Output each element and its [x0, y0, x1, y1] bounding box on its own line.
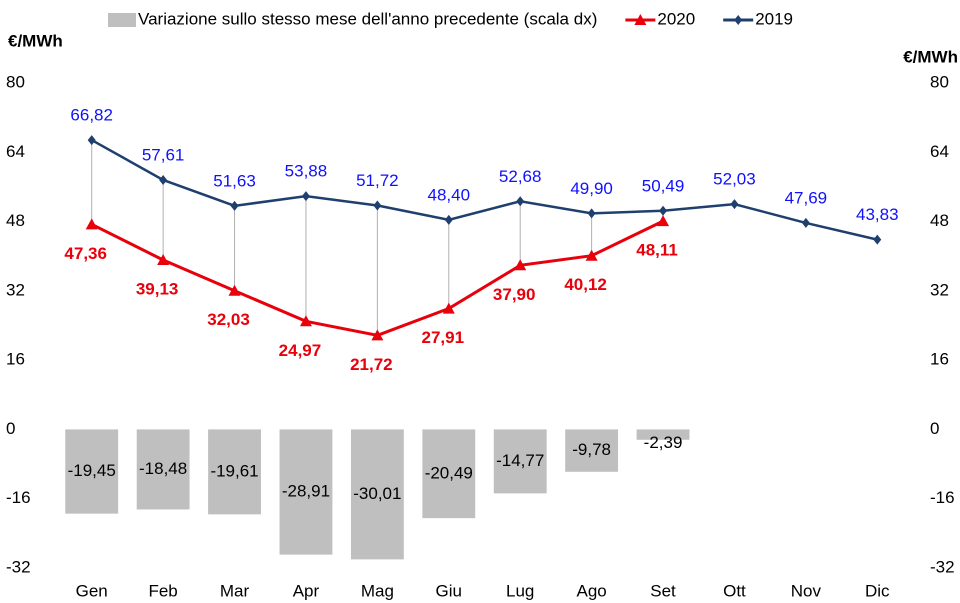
legend-label: Variazione sullo stesso mese dell'anno p… — [138, 9, 597, 28]
point-value-label: 52,68 — [499, 167, 542, 186]
point-value-label: 51,63 — [213, 171, 256, 190]
marker — [514, 259, 527, 271]
marker — [299, 315, 312, 327]
marker — [585, 249, 598, 261]
y-tick-label: 64 — [6, 142, 25, 161]
bar-value-label: -30,01 — [353, 484, 401, 503]
y-tick-label: 80 — [6, 72, 25, 91]
bar-value-label: -20,49 — [425, 463, 473, 482]
marker — [87, 135, 96, 146]
x-tick-label: Ott — [723, 581, 746, 600]
marker — [159, 174, 168, 185]
y2-tick-label: 16 — [930, 350, 949, 369]
marker — [230, 200, 239, 211]
x-tick-label: Dic — [865, 581, 890, 600]
bar — [208, 429, 261, 515]
x-tick-label: Mag — [361, 581, 394, 600]
x-tick-label: Ago — [577, 581, 607, 600]
marker — [301, 191, 310, 202]
y-tick-label: 16 — [6, 350, 25, 369]
y2-tick-label: 48 — [930, 211, 949, 230]
marker — [444, 214, 453, 225]
y-tick-label: -16 — [6, 488, 31, 507]
x-tick-label: Giu — [436, 581, 462, 600]
x-tick-label: Mar — [220, 581, 250, 600]
marker — [587, 208, 596, 219]
bar — [65, 429, 119, 514]
bar — [422, 429, 476, 519]
bar — [279, 429, 333, 555]
point-value-label: 21,72 — [350, 355, 393, 374]
bar — [493, 429, 547, 494]
x-tick-label: Apr — [293, 581, 320, 600]
y2-tick-label: 64 — [930, 142, 949, 161]
legend-swatch — [108, 13, 136, 27]
point-value-label: 57,61 — [142, 145, 185, 164]
point-value-label: 32,03 — [207, 310, 250, 329]
point-value-label: 53,88 — [285, 162, 328, 181]
bar-value-label: -9,78 — [572, 440, 611, 459]
marker — [516, 196, 525, 207]
bar — [565, 429, 619, 472]
point-value-label: 40,12 — [564, 275, 607, 294]
marker — [371, 329, 384, 341]
point-value-label: 37,90 — [493, 285, 536, 304]
point-value-label: 51,72 — [356, 171, 399, 190]
x-tick-label: Feb — [148, 581, 177, 600]
point-value-label: 47,69 — [785, 188, 828, 207]
y2-tick-label: -32 — [930, 557, 955, 576]
x-tick-label: Lug — [506, 581, 534, 600]
bar — [350, 429, 404, 560]
marker — [442, 302, 455, 314]
point-value-label: 48,40 — [428, 185, 471, 204]
marker — [373, 200, 382, 211]
point-value-label: 49,90 — [570, 179, 613, 198]
bar-value-label: -19,45 — [68, 461, 116, 480]
marker — [730, 199, 739, 210]
marker — [85, 218, 98, 230]
point-value-label: 52,03 — [713, 170, 756, 189]
bar — [636, 429, 690, 440]
point-value-label: 43,83 — [856, 205, 899, 224]
point-value-label: 39,13 — [136, 279, 179, 298]
bar-value-label: -18,48 — [139, 459, 187, 478]
legend-label: 2019 — [755, 9, 793, 28]
marker — [228, 284, 241, 296]
y-tick-label: 48 — [6, 211, 25, 230]
bar-value-label: -14,77 — [496, 451, 544, 470]
marker — [659, 205, 668, 216]
y2-axis-title: €/MWh — [903, 47, 958, 66]
y2-tick-label: 32 — [930, 280, 949, 299]
line — [91, 138, 878, 241]
point-value-label: 24,97 — [279, 341, 322, 360]
point-value-label: 47,36 — [64, 244, 107, 263]
point-value-label: 27,91 — [422, 328, 465, 347]
legend-label: 2020 — [657, 9, 695, 28]
bar — [136, 429, 190, 510]
y-tick-label: 0 — [6, 419, 15, 438]
point-value-label: 66,82 — [70, 106, 113, 125]
x-tick-label: Nov — [791, 581, 822, 600]
marker — [157, 253, 170, 265]
y2-tick-label: -16 — [930, 488, 955, 507]
point-value-label: 48,11 — [636, 241, 678, 260]
legend-marker — [634, 14, 647, 25]
y2-tick-label: 80 — [930, 72, 949, 91]
marker — [873, 234, 882, 245]
y2-tick-label: 0 — [930, 419, 939, 438]
point-value-label: 50,49 — [642, 176, 685, 195]
x-tick-label: Gen — [76, 581, 108, 600]
bar-value-label: -28,91 — [282, 482, 330, 501]
y-tick-label: -32 — [6, 557, 31, 576]
legend-marker — [734, 15, 743, 25]
y-axis-title: €/MWh — [8, 31, 63, 50]
x-tick-label: Set — [650, 581, 676, 600]
bar-value-label: -2,39 — [644, 433, 683, 452]
marker — [657, 215, 670, 227]
marker — [801, 217, 810, 228]
bar-value-label: -19,61 — [210, 461, 258, 480]
y-tick-label: 32 — [6, 280, 25, 299]
